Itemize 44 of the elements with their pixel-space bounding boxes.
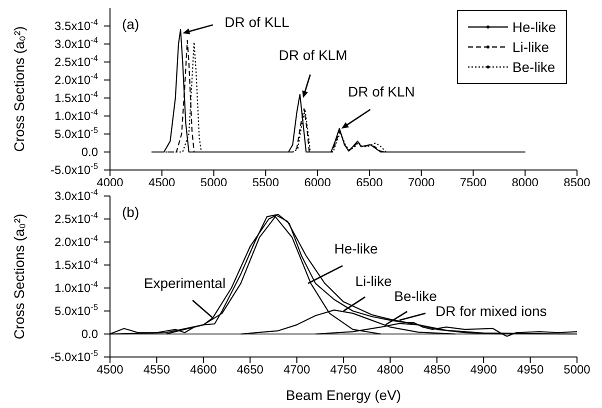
y-tick-label: 0.0 — [81, 145, 98, 159]
x-tick-label: 4550 — [143, 362, 170, 377]
x-tick-label: 4700 — [283, 362, 310, 377]
x-tick-label: 4750 — [330, 362, 358, 377]
annotation: (a) — [122, 16, 140, 32]
legend-label: He-like — [512, 19, 556, 35]
x-tick-label: 4850 — [424, 362, 451, 377]
y-tick-label: -5.0x10$^{-5}$ — [50, 161, 98, 177]
y-tick-label: 2.0x10$^{-4}$ — [54, 233, 98, 249]
y-tick-label: 1.0x10$^{-4}$ — [54, 279, 98, 295]
y-axis-title: Cross Sections (a₀²) — [11, 214, 27, 340]
y-tick-label: 2.5x10$^{-4}$ — [54, 53, 98, 69]
annotation: Be-like — [394, 288, 438, 304]
y-tick-label: 1.5x10$^{-4}$ — [54, 89, 98, 105]
x-tick-label: 5000 — [564, 362, 591, 377]
y-tick-label: 2.5x10$^{-4}$ — [54, 210, 98, 226]
x-axis-title: Beam Energy (eV) — [286, 387, 402, 403]
annotation: Li-like — [355, 273, 392, 289]
y-tick-label: 0.0 — [81, 327, 98, 341]
x-tick-label: 4650 — [236, 362, 264, 377]
x-tick-label: 4600 — [190, 362, 218, 377]
annotation: DR of KLN — [348, 84, 415, 100]
annotation: He-like — [334, 240, 378, 256]
annotation: DR for mixed ions — [436, 303, 547, 320]
y-tick-label: 5.0x10$^{-5}$ — [54, 125, 98, 141]
annotation: Experimental — [144, 274, 226, 291]
y-tick-label: 5.0x10$^{-5}$ — [54, 302, 98, 318]
y-tick-label: -5.0x10$^{-5}$ — [50, 348, 98, 364]
x-tick-label: 4950 — [516, 362, 544, 377]
x-tick-label: 4800 — [376, 362, 404, 377]
y-tick-label: 3.0x10$^{-4}$ — [54, 187, 98, 203]
annotation: (b) — [122, 204, 140, 220]
annotation: DR of KLL — [224, 14, 290, 30]
legend-label: Li-like — [512, 39, 549, 55]
y-tick-label: 3.0x10$^{-4}$ — [54, 35, 98, 51]
y-axis-title: Cross Sections (a₀²) — [11, 26, 27, 152]
x-tick-label: 4500 — [96, 362, 124, 377]
x-tick-label: 4900 — [470, 362, 498, 377]
legend-label: Be-like — [512, 59, 556, 75]
annotation: DR of KLM — [278, 47, 348, 63]
y-tick-label: 3.5x10$^{-4}$ — [54, 17, 98, 33]
y-tick-label: 1.0x10$^{-4}$ — [54, 107, 98, 123]
y-tick-label: 1.5x10$^{-4}$ — [54, 256, 98, 272]
y-tick-label: 2.0x10$^{-4}$ — [54, 71, 98, 87]
